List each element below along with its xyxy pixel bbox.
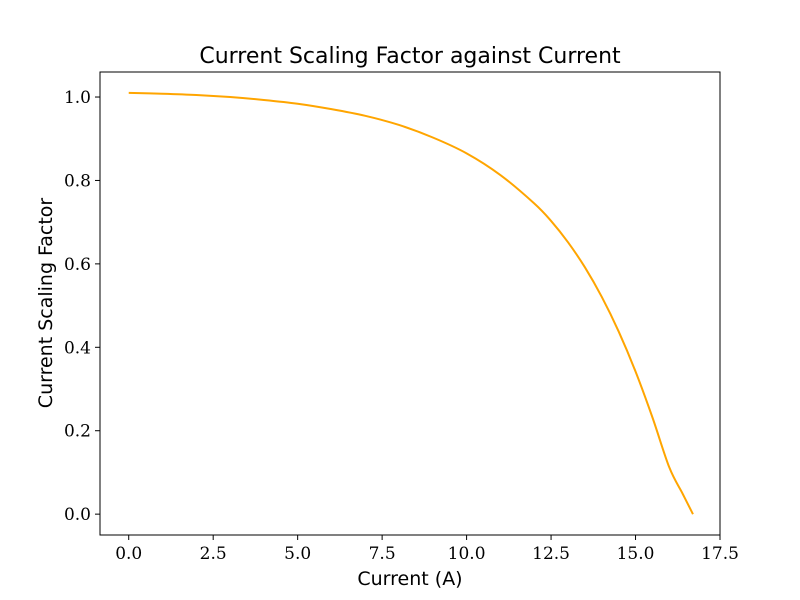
x-axis: 0.0 2.5 5.0 7.5 10.0 12.5 15.0 17.5 [115,535,739,564]
y-tick-label: 0.2 [64,422,91,442]
y-axis-label: Current Scaling Factor [35,198,57,409]
y-tick-label: 0.0 [64,505,91,525]
x-tick-label: 5.0 [284,544,311,564]
chart-title: Current Scaling Factor against Current [199,44,621,69]
x-tick-label: 12.5 [532,544,570,564]
plot-area [100,72,720,535]
y-tick-label: 0.8 [64,171,91,191]
x-tick-label: 10.0 [448,544,486,564]
x-tick-label: 0.0 [115,544,142,564]
x-axis-label: Current (A) [357,568,462,590]
y-tick-label: 1.0 [64,88,91,108]
y-axis: 0.0 0.2 0.4 0.6 0.8 1.0 [64,88,100,525]
series-line [129,93,693,514]
x-tick-label: 17.5 [701,544,739,564]
x-tick-label: 2.5 [200,544,227,564]
x-tick-label: 7.5 [369,544,396,564]
y-tick-label: 0.6 [64,255,91,275]
x-tick-label: 15.0 [617,544,655,564]
y-tick-label: 0.4 [64,338,91,358]
